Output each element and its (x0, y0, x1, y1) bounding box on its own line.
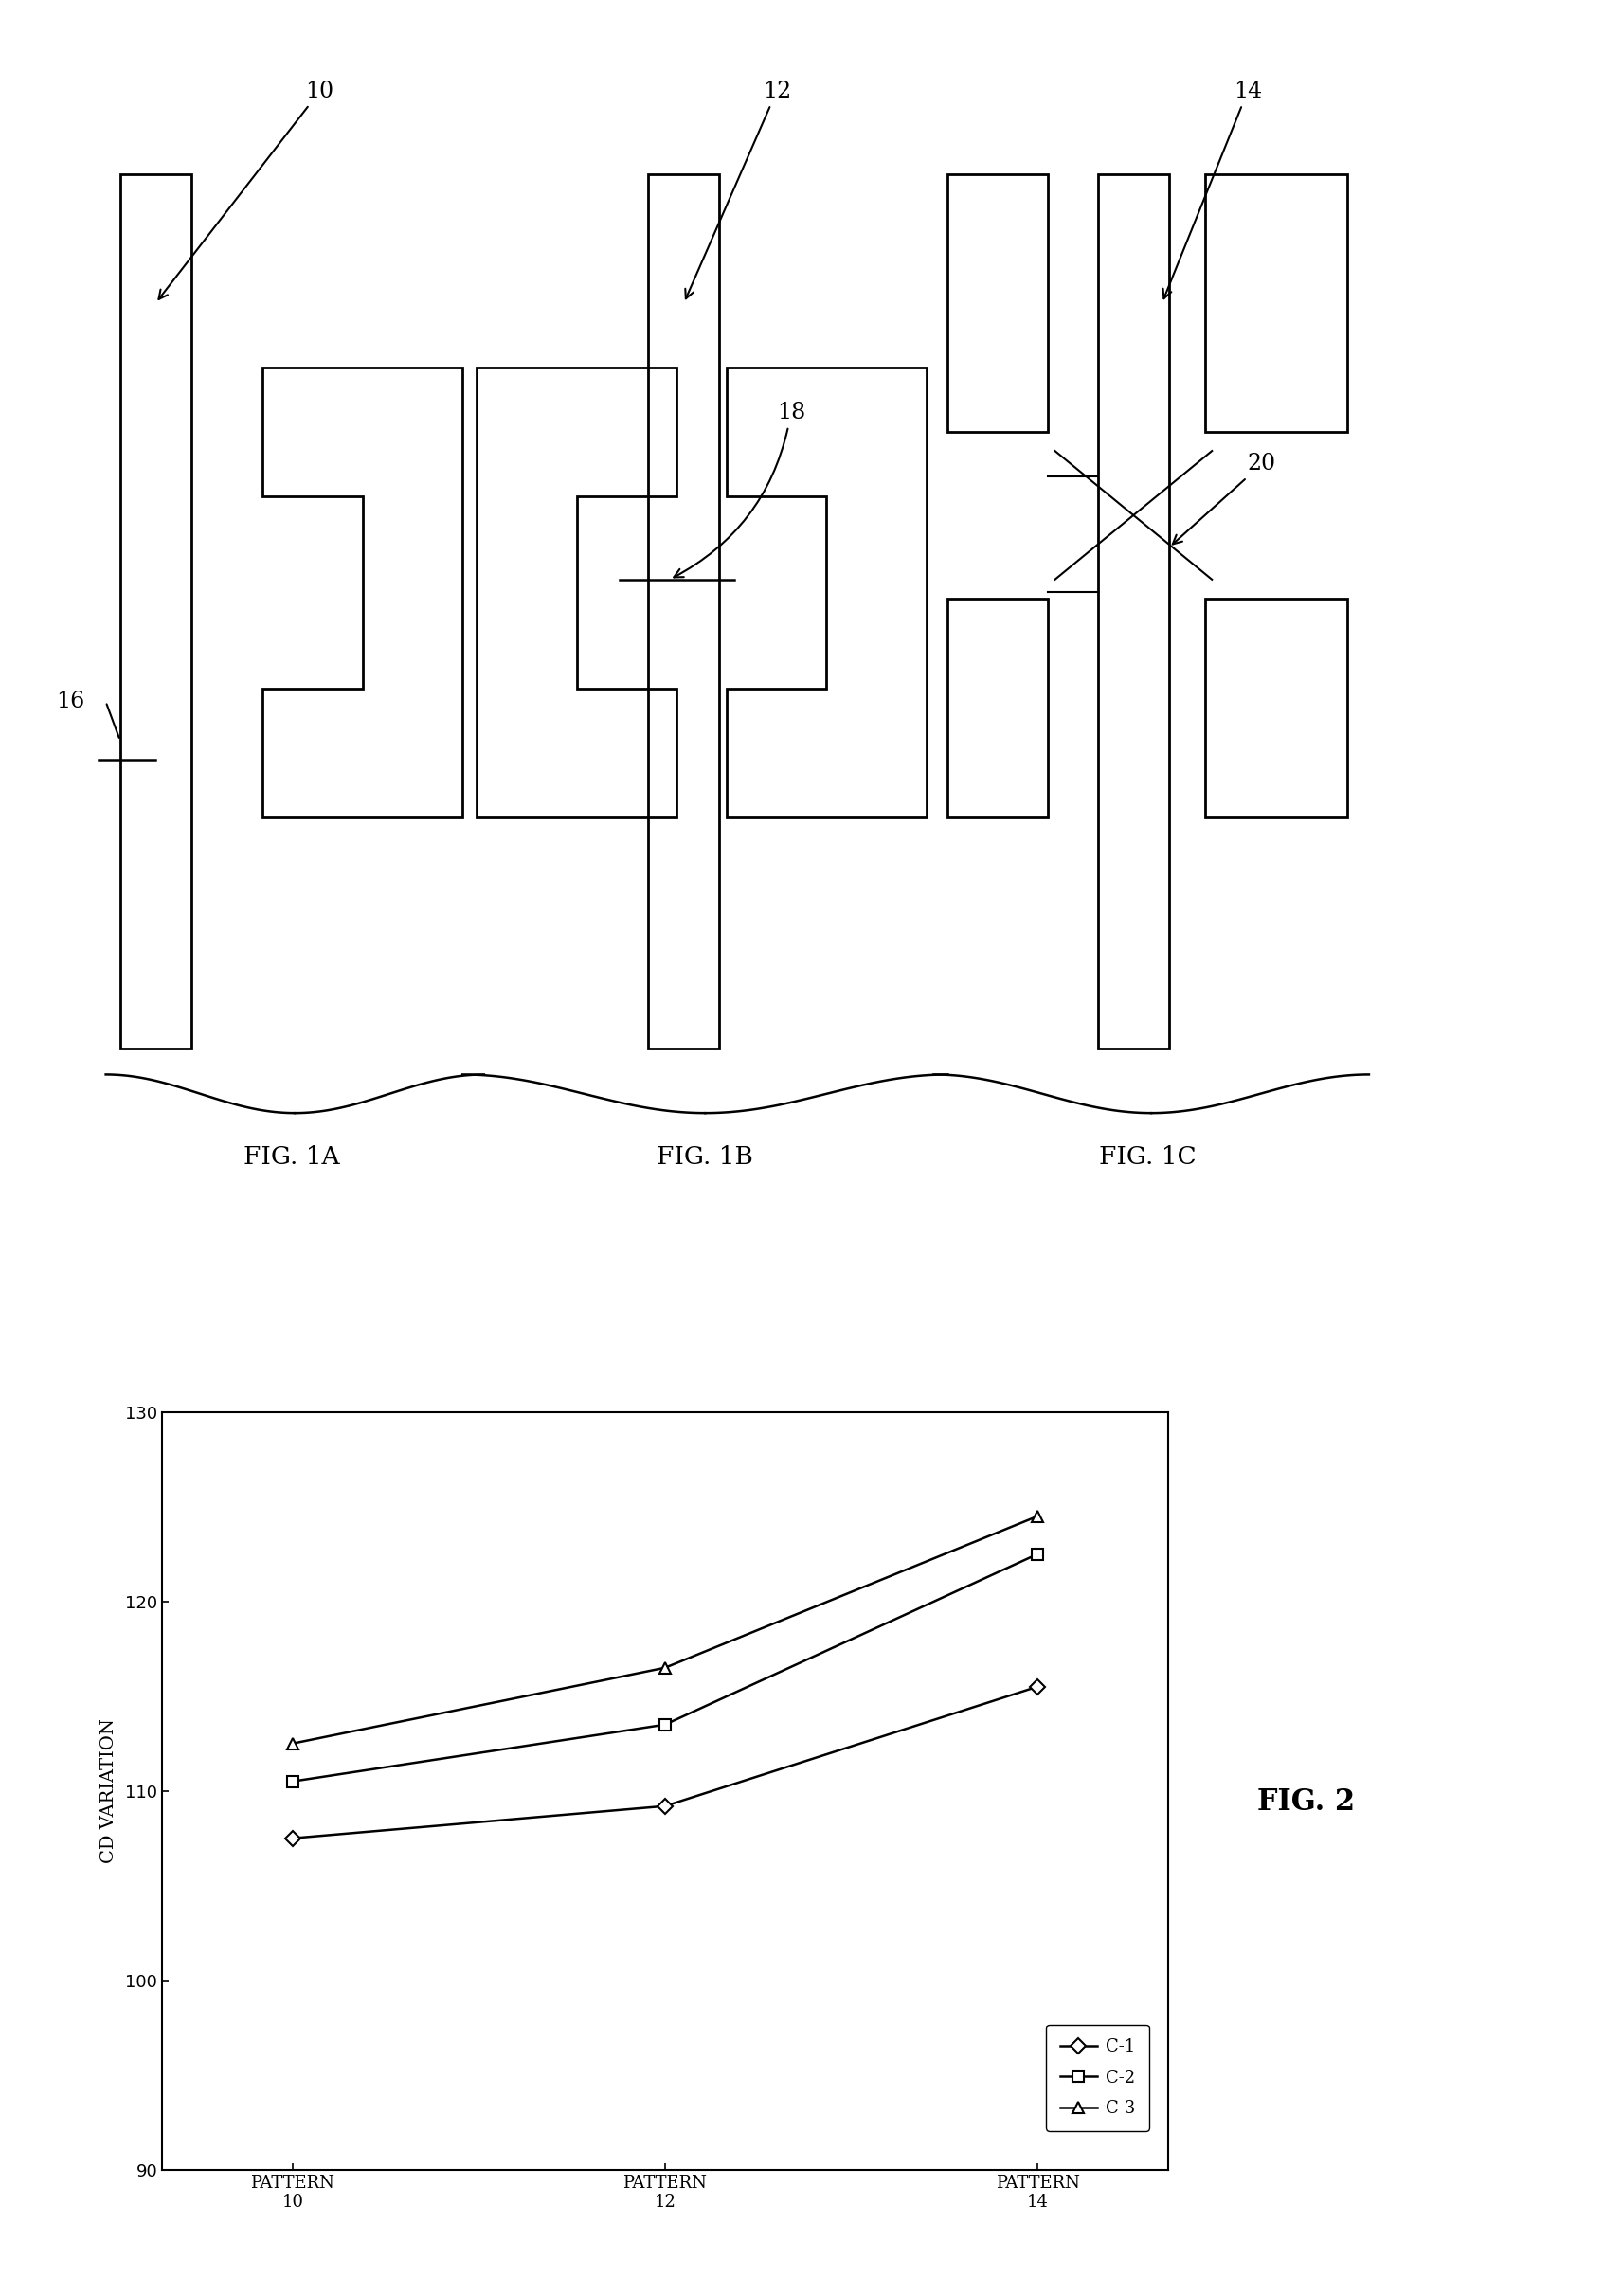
C-3 (282, 1729, 302, 1756)
C-1 (655, 1793, 675, 1821)
Text: FIG. 1C: FIG. 1C (1100, 1146, 1197, 1169)
C-2 (655, 1711, 675, 1738)
Line: C-1: C-1 (287, 1681, 1043, 1844)
Text: FIG. 1A: FIG. 1A (243, 1146, 339, 1169)
C-2 (1028, 1541, 1048, 1568)
C-1 (1028, 1674, 1048, 1701)
Text: 10: 10 (159, 80, 334, 298)
Text: FIG. 2: FIG. 2 (1257, 1789, 1354, 1816)
C-3 (655, 1653, 675, 1681)
Text: 12: 12 (684, 80, 792, 298)
C-1 (282, 1825, 302, 1853)
Line: C-3: C-3 (287, 1511, 1043, 1750)
C-2 (282, 1768, 302, 1795)
Text: FIG. 1B: FIG. 1B (657, 1146, 754, 1169)
Text: 18: 18 (673, 402, 805, 576)
Text: 14: 14 (1163, 80, 1262, 298)
Text: 16: 16 (55, 691, 84, 712)
Line: C-2: C-2 (287, 1550, 1043, 1786)
Y-axis label: CD VARIATION: CD VARIATION (101, 1717, 117, 1864)
Legend: C-1, C-2, C-3: C-1, C-2, C-3 (1046, 2025, 1150, 2131)
C-3 (1028, 1502, 1048, 1529)
Text: 20: 20 (1173, 452, 1277, 544)
